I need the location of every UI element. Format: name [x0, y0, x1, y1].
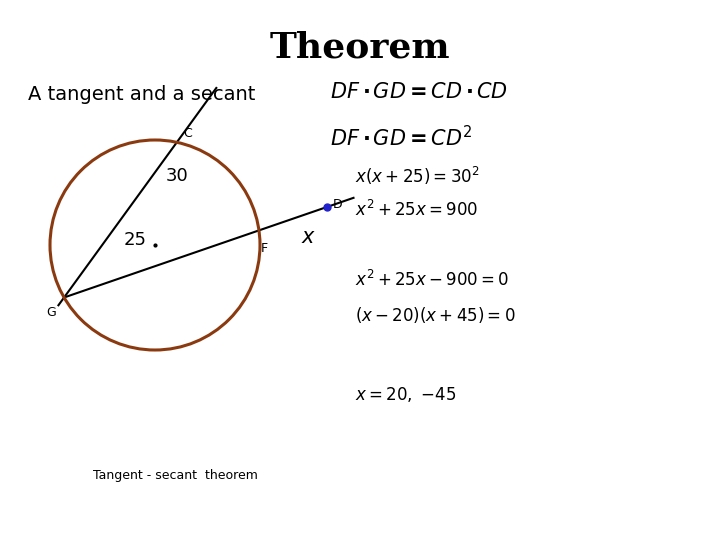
Text: D: D	[333, 198, 343, 211]
Text: Tangent - secant  theorem: Tangent - secant theorem	[93, 469, 258, 482]
Text: C: C	[183, 127, 192, 140]
Text: A tangent and a secant: A tangent and a secant	[28, 85, 256, 104]
Text: $(x-20)(x+45)=0$: $(x-20)(x+45)=0$	[355, 305, 516, 325]
Text: $\boldsymbol{\mathit{DF} \cdot \mathit{GD} = \mathit{CD} \cdot \mathit{CD}}$: $\boldsymbol{\mathit{DF} \cdot \mathit{G…	[330, 82, 508, 102]
Text: F: F	[261, 242, 268, 255]
Text: $x(x+25)=30^2$: $x(x+25)=30^2$	[355, 165, 480, 187]
Text: $x^2+25x-900=0$: $x^2+25x-900=0$	[355, 270, 509, 290]
Text: $\boldsymbol{\mathit{DF} \cdot \mathit{GD} = \mathit{CD}^2}$: $\boldsymbol{\mathit{DF} \cdot \mathit{G…	[330, 125, 473, 150]
Text: $x^2+25x=900$: $x^2+25x=900$	[355, 200, 478, 220]
Text: $\it{x}$: $\it{x}$	[300, 227, 315, 247]
Text: Theorem: Theorem	[270, 30, 450, 64]
Text: G: G	[46, 306, 56, 319]
Text: 25: 25	[124, 231, 146, 249]
Text: $x=20, \ {-45}$: $x=20, \ {-45}$	[355, 385, 456, 404]
Text: 30: 30	[166, 167, 189, 185]
